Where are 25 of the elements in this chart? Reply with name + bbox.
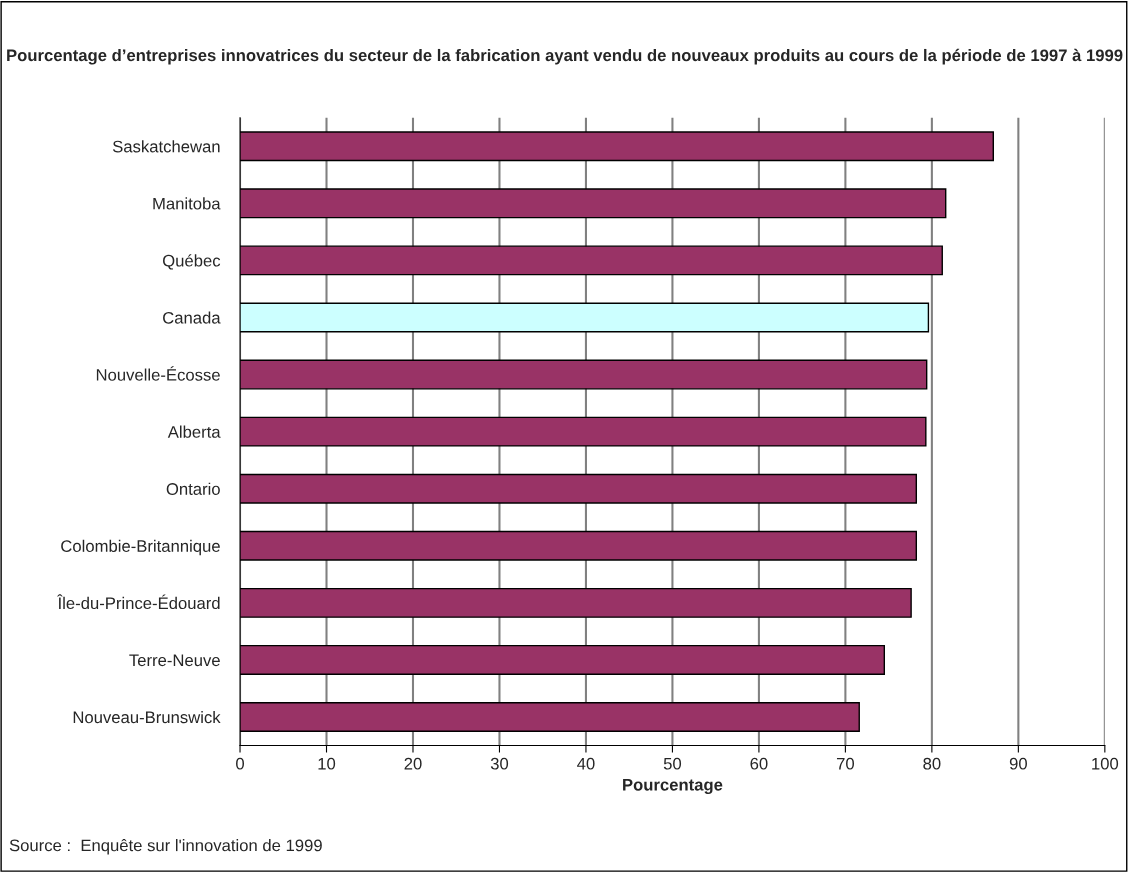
y-tick-label: Colombie-Britannique: [61, 539, 220, 556]
x-tick-label: 10: [318, 757, 336, 770]
x-tick-label: 20: [404, 757, 422, 770]
y-tick-label: Manitoba: [153, 197, 221, 210]
x-tick-label: 70: [836, 757, 855, 770]
y-tick-label: Ontario: [166, 482, 220, 495]
y-tick-label: Québec: [163, 254, 221, 270]
y-tick-label: Terre-Neuve: [129, 654, 220, 667]
y-tick-label: Île-du-Prince-Édouard: [57, 594, 220, 610]
y-tick-label: Saskatchewan: [112, 140, 220, 153]
y-tick-label: Nouveau-Brunswick: [73, 710, 221, 724]
x-tick-label: 90: [1009, 757, 1027, 770]
x-tick-label: 60: [750, 757, 768, 770]
x-tick-label: 80: [923, 757, 941, 770]
y-tick-label: Nouvelle-Écosse: [96, 366, 220, 381]
x-tick-label: 0: [236, 757, 245, 770]
x-tick-label: 100: [1092, 757, 1119, 770]
x-tick-label: 30: [490, 757, 509, 770]
chart-title: Pourcentage d’entreprises innovatrices du secteur de la fabrication ayant vendu de nouveaux produits au cours de la période de 1997 à 1999: [7, 48, 1123, 65]
x-tick-label: 50: [663, 757, 682, 770]
source-note: Source : Enquête sur l'innovation de 1999: [9, 838, 322, 855]
y-tick-label: Alberta: [167, 425, 221, 438]
x-tick-label: 40: [577, 757, 595, 770]
x-axis-title: Pourcentage: [623, 779, 723, 794]
y-tick-label: Canada: [163, 311, 221, 324]
